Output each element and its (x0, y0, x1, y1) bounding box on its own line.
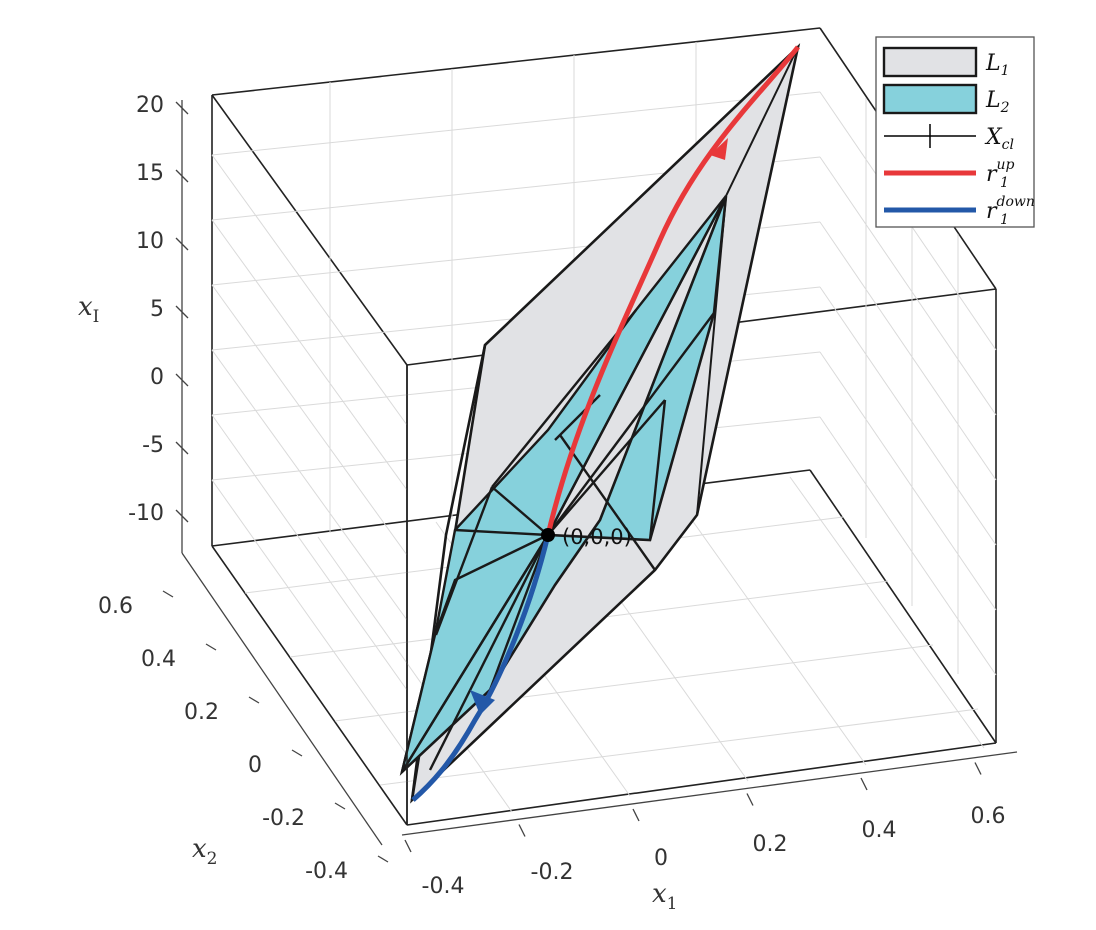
x1-tick-mark (746, 793, 754, 806)
legend-label: rdown 1 (986, 194, 1035, 228)
x2-tick-mark (248, 696, 260, 704)
x1-tick-mark (518, 824, 526, 837)
arrow-down-marker (470, 690, 495, 715)
legend-entry: rup 1 (884, 157, 1015, 191)
origin-annotation: (0,0,0) (562, 525, 632, 549)
x1-tick-mark (632, 808, 640, 822)
x2-tick-mark (334, 802, 346, 810)
x1-tick-mark (404, 839, 412, 853)
legend-swatch (882, 83, 978, 115)
xI-tick-label: 5 (150, 297, 164, 322)
x1-tick-label: 0.6 (971, 804, 1006, 829)
xI-tick-label: -5 (142, 433, 164, 458)
xI-tick-label: 20 (136, 93, 164, 118)
legend-label: Xcl (984, 125, 1014, 153)
x1-tick-label: 0 (654, 846, 668, 871)
legend-label: rup 1 (986, 157, 1015, 191)
x2-tick-label: 0.2 (184, 700, 219, 725)
trajectory-r1-down (411, 534, 551, 802)
x2-tick-label: -0.2 (262, 806, 305, 831)
x1-axis-label: x1 (652, 879, 678, 914)
xI-tick-label: 0 (150, 365, 164, 390)
xI-tick-label: 15 (136, 161, 164, 186)
x2-tick-mark (377, 855, 389, 863)
legend-entry: Xcl (884, 124, 1014, 153)
x1-tick-label: 0.2 (753, 832, 788, 857)
x2-tick-mark (205, 643, 217, 651)
x1-tick-label: -0.2 (531, 860, 574, 885)
xI-tick-label: -10 (128, 501, 164, 526)
origin-point (541, 528, 555, 542)
surface-L2 (399, 195, 728, 776)
x2-axis-label: x2 (192, 834, 218, 869)
arrow-up-marker (710, 138, 728, 160)
x1-tick-mark (974, 762, 982, 775)
x2-tick-label: 0.4 (141, 647, 176, 672)
legend-entry: rdown 1 (884, 194, 1035, 228)
x2-tick-label: 0.6 (98, 594, 133, 619)
x2-tick-mark (291, 749, 303, 757)
x1-tick-label: 0.4 (862, 818, 897, 843)
legend-label: L2 (985, 88, 1010, 116)
axis-xI: -10 -5 0 5 10 15 20 xI (78, 93, 189, 553)
x1-tick-label: -0.4 (422, 874, 465, 899)
x1-tick-mark (860, 777, 868, 791)
legend: L1 L2 Xcl rup 1 rdown 1 (875, 36, 1035, 228)
axis-x2: -0.4 -0.2 0 0.2 0.4 0.6 x2 (98, 552, 389, 884)
xI-tick-label: 10 (136, 229, 164, 254)
legend-label: L1 (985, 51, 1010, 79)
legend-entry: L2 (882, 83, 1010, 116)
xI-axis-label: xI (78, 292, 99, 327)
x2-tick-label: 0 (248, 753, 262, 778)
legend-swatch (882, 46, 978, 78)
axis-x1: -0.4 -0.2 0 0.2 0.4 0.6 x1 (401, 751, 1018, 914)
x2-tick-label: -0.4 (305, 859, 348, 884)
legend-entry: L1 (882, 46, 1010, 79)
trajectory-r1-up (545, 45, 800, 536)
x2-tick-mark (162, 590, 174, 598)
